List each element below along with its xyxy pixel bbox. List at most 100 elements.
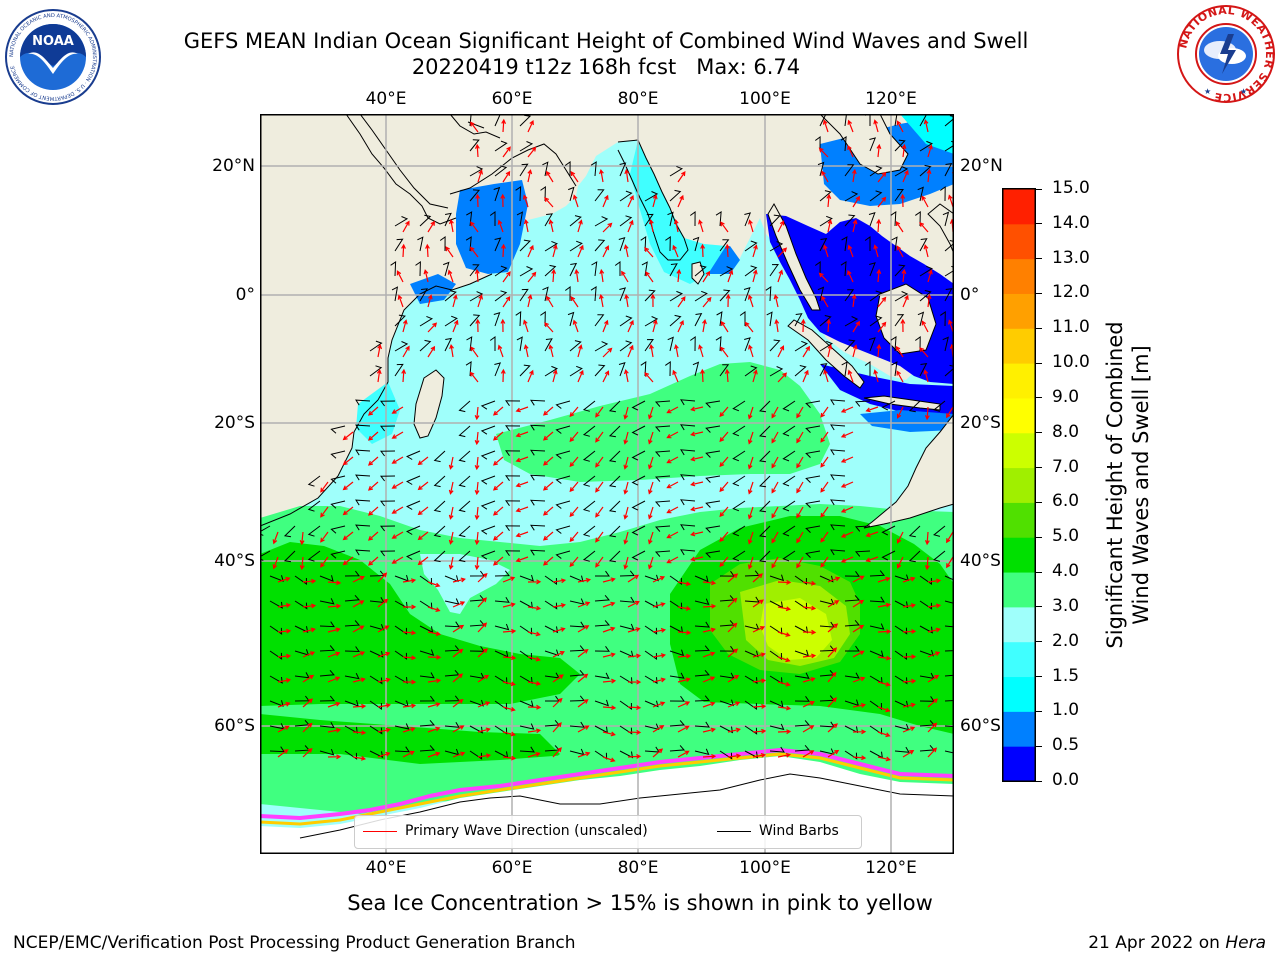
colorbar-tick-label: 0.0 xyxy=(1052,770,1080,790)
arabia-coastline xyxy=(449,143,577,195)
colorbar-segment xyxy=(1003,467,1035,503)
sea-ice-edge xyxy=(260,747,954,821)
australia xyxy=(863,413,954,529)
svg-text:★: ★ xyxy=(1240,87,1247,96)
colorbar-tick-label: 0.5 xyxy=(1052,735,1080,756)
colorbar-segment xyxy=(1003,432,1035,469)
colorbar-tick-label: 9.0 xyxy=(1052,386,1080,407)
sumatra xyxy=(787,319,865,389)
indochina xyxy=(819,114,909,175)
sea-region-somali xyxy=(410,274,456,304)
colorbar-segment xyxy=(1003,572,1035,608)
colorbar-segment xyxy=(1003,258,1035,294)
lat-tick-left-20n: 20°N xyxy=(212,156,255,176)
chart-subtitle-run: 20220419 t12z 168h fcst Max: 6.74 xyxy=(411,55,801,79)
colorbar-segment xyxy=(1003,328,1035,364)
sea-region-arabian-gulf xyxy=(456,180,528,274)
colorbar-tick-label: 5.0 xyxy=(1052,526,1080,547)
sea-ice-edge-yellow xyxy=(260,752,954,826)
colorbar-tick-mark xyxy=(1036,432,1042,434)
malay-peninsula xyxy=(767,202,821,311)
wave-direction-arrows xyxy=(272,118,954,763)
lat-tick-right-20s: 20°S xyxy=(960,413,1001,433)
colorbar-tick-mark xyxy=(1036,780,1042,782)
colorbar-segment xyxy=(1003,223,1035,260)
colorbar-tick-label: 13.0 xyxy=(1052,247,1090,268)
java xyxy=(863,395,941,411)
lat-tick-left-0: 0° xyxy=(235,285,255,305)
colorbar-tick-mark xyxy=(1036,710,1042,712)
legend-item-wind-barbs: Wind Barbs xyxy=(717,823,839,839)
chart-title: GEFS MEAN Indian Ocean Significant Heigh… xyxy=(183,29,1029,53)
lon-tick-top-80e: 80°E xyxy=(617,89,659,109)
colorbar-segment xyxy=(1003,606,1035,643)
nws-logo: NATIONAL WEATHER SERVICE ★ ★ xyxy=(1176,4,1275,104)
colorbar-tick-mark xyxy=(1036,258,1042,260)
colorbar-frame xyxy=(1002,188,1036,782)
colorbar-tick-mark xyxy=(1036,223,1042,225)
colorbar-tick-label: 8.0 xyxy=(1052,421,1080,442)
wave-zone-central xyxy=(496,362,830,482)
wave-zone-2-3m-tongue xyxy=(420,554,510,614)
lat-tick-right-20n: 20°N xyxy=(960,156,1003,176)
sea-region-pacific-ne xyxy=(900,114,954,154)
footer-branch: NCEP/EMC/Verification Post Processing Pr… xyxy=(13,933,576,953)
lat-tick-right-40s: 40°S xyxy=(960,551,1001,571)
wind-barbs xyxy=(260,114,954,760)
colorbar-segment xyxy=(1003,397,1035,434)
colorbar-tick-mark xyxy=(1036,641,1042,643)
colorbar-segment xyxy=(1003,502,1035,538)
sea-region-indonesia-east xyxy=(860,410,954,432)
lon-tick-bottom-60e: 60°E xyxy=(491,858,533,878)
colorbar-tick-label: 2.0 xyxy=(1052,630,1080,651)
colorbar-segment xyxy=(1003,711,1035,747)
sea-region-madagascar-channel xyxy=(356,382,400,444)
colorbar-segment xyxy=(1003,293,1035,329)
antarctica-coastline xyxy=(299,773,954,839)
lat-tick-right-60s: 60°S xyxy=(960,716,1001,736)
colorbar-tick-mark xyxy=(1036,188,1042,190)
legend-swatch-red-line xyxy=(363,830,397,832)
colorbar-tick-mark xyxy=(1036,745,1042,747)
colorbar-tick-label: 1.5 xyxy=(1052,665,1080,686)
colorbar-tick-label: 7.0 xyxy=(1052,456,1080,477)
colorbar-tick-mark xyxy=(1036,571,1042,573)
wave-zone-max xyxy=(760,598,832,660)
lon-tick-top-120e: 120°E xyxy=(865,89,917,109)
svg-text:★: ★ xyxy=(1204,87,1211,96)
colorbar-tick-mark xyxy=(1036,397,1042,399)
colorbar-tick-label: 11.0 xyxy=(1052,317,1090,338)
colorbar-tick-label: 12.0 xyxy=(1052,282,1090,303)
colorbar-tick-mark xyxy=(1036,606,1042,608)
colorbar-tick-label: 10.0 xyxy=(1052,352,1090,373)
noaa-logo: NATIONAL OCEANIC AND ATMOSPHERIC ADMINIS… xyxy=(5,9,101,105)
map-frame xyxy=(260,114,954,854)
lat-tick-left-60s: 60°S xyxy=(214,716,255,736)
colorbar-tick-mark xyxy=(1036,467,1042,469)
lon-tick-bottom-80e: 80°E xyxy=(617,858,659,878)
colorbar-segment xyxy=(1003,641,1035,678)
colorbar-segment xyxy=(1003,746,1035,782)
lon-tick-bottom-100e: 100°E xyxy=(739,858,791,878)
colorbar-tick-mark xyxy=(1036,536,1042,538)
colorbar-segment xyxy=(1003,363,1035,399)
lon-tick-bottom-40e: 40°E xyxy=(365,858,407,878)
colorbar-tick-label: 1.0 xyxy=(1052,700,1080,721)
red-sea-coast xyxy=(345,114,457,225)
lon-tick-bottom-120e: 120°E xyxy=(865,858,917,878)
colorbar-tick-mark xyxy=(1036,501,1042,503)
sea-ice-note: Sea Ice Concentration > 15% is shown in … xyxy=(347,891,933,915)
lon-tick-top-40e: 40°E xyxy=(365,89,407,109)
lon-tick-top-100e: 100°E xyxy=(739,89,791,109)
map-legend: Primary Wave Direction (unscaled) Wind B… xyxy=(354,815,862,849)
colorbar-tick-mark xyxy=(1036,676,1042,678)
colorbar-segment xyxy=(1003,537,1035,573)
sea-region-bay-of-bengal-edge xyxy=(630,140,726,284)
colorbar-tick-label: 6.0 xyxy=(1052,491,1080,512)
africa-coastline xyxy=(260,273,493,527)
legend-item-wave-direction: Primary Wave Direction (unscaled) xyxy=(363,823,648,839)
noaa-logo-text: NOAA xyxy=(32,34,74,49)
lon-tick-top-60e: 60°E xyxy=(491,89,533,109)
colorbar-tick-mark xyxy=(1036,362,1042,364)
lat-tick-left-20s: 20°S xyxy=(214,413,255,433)
